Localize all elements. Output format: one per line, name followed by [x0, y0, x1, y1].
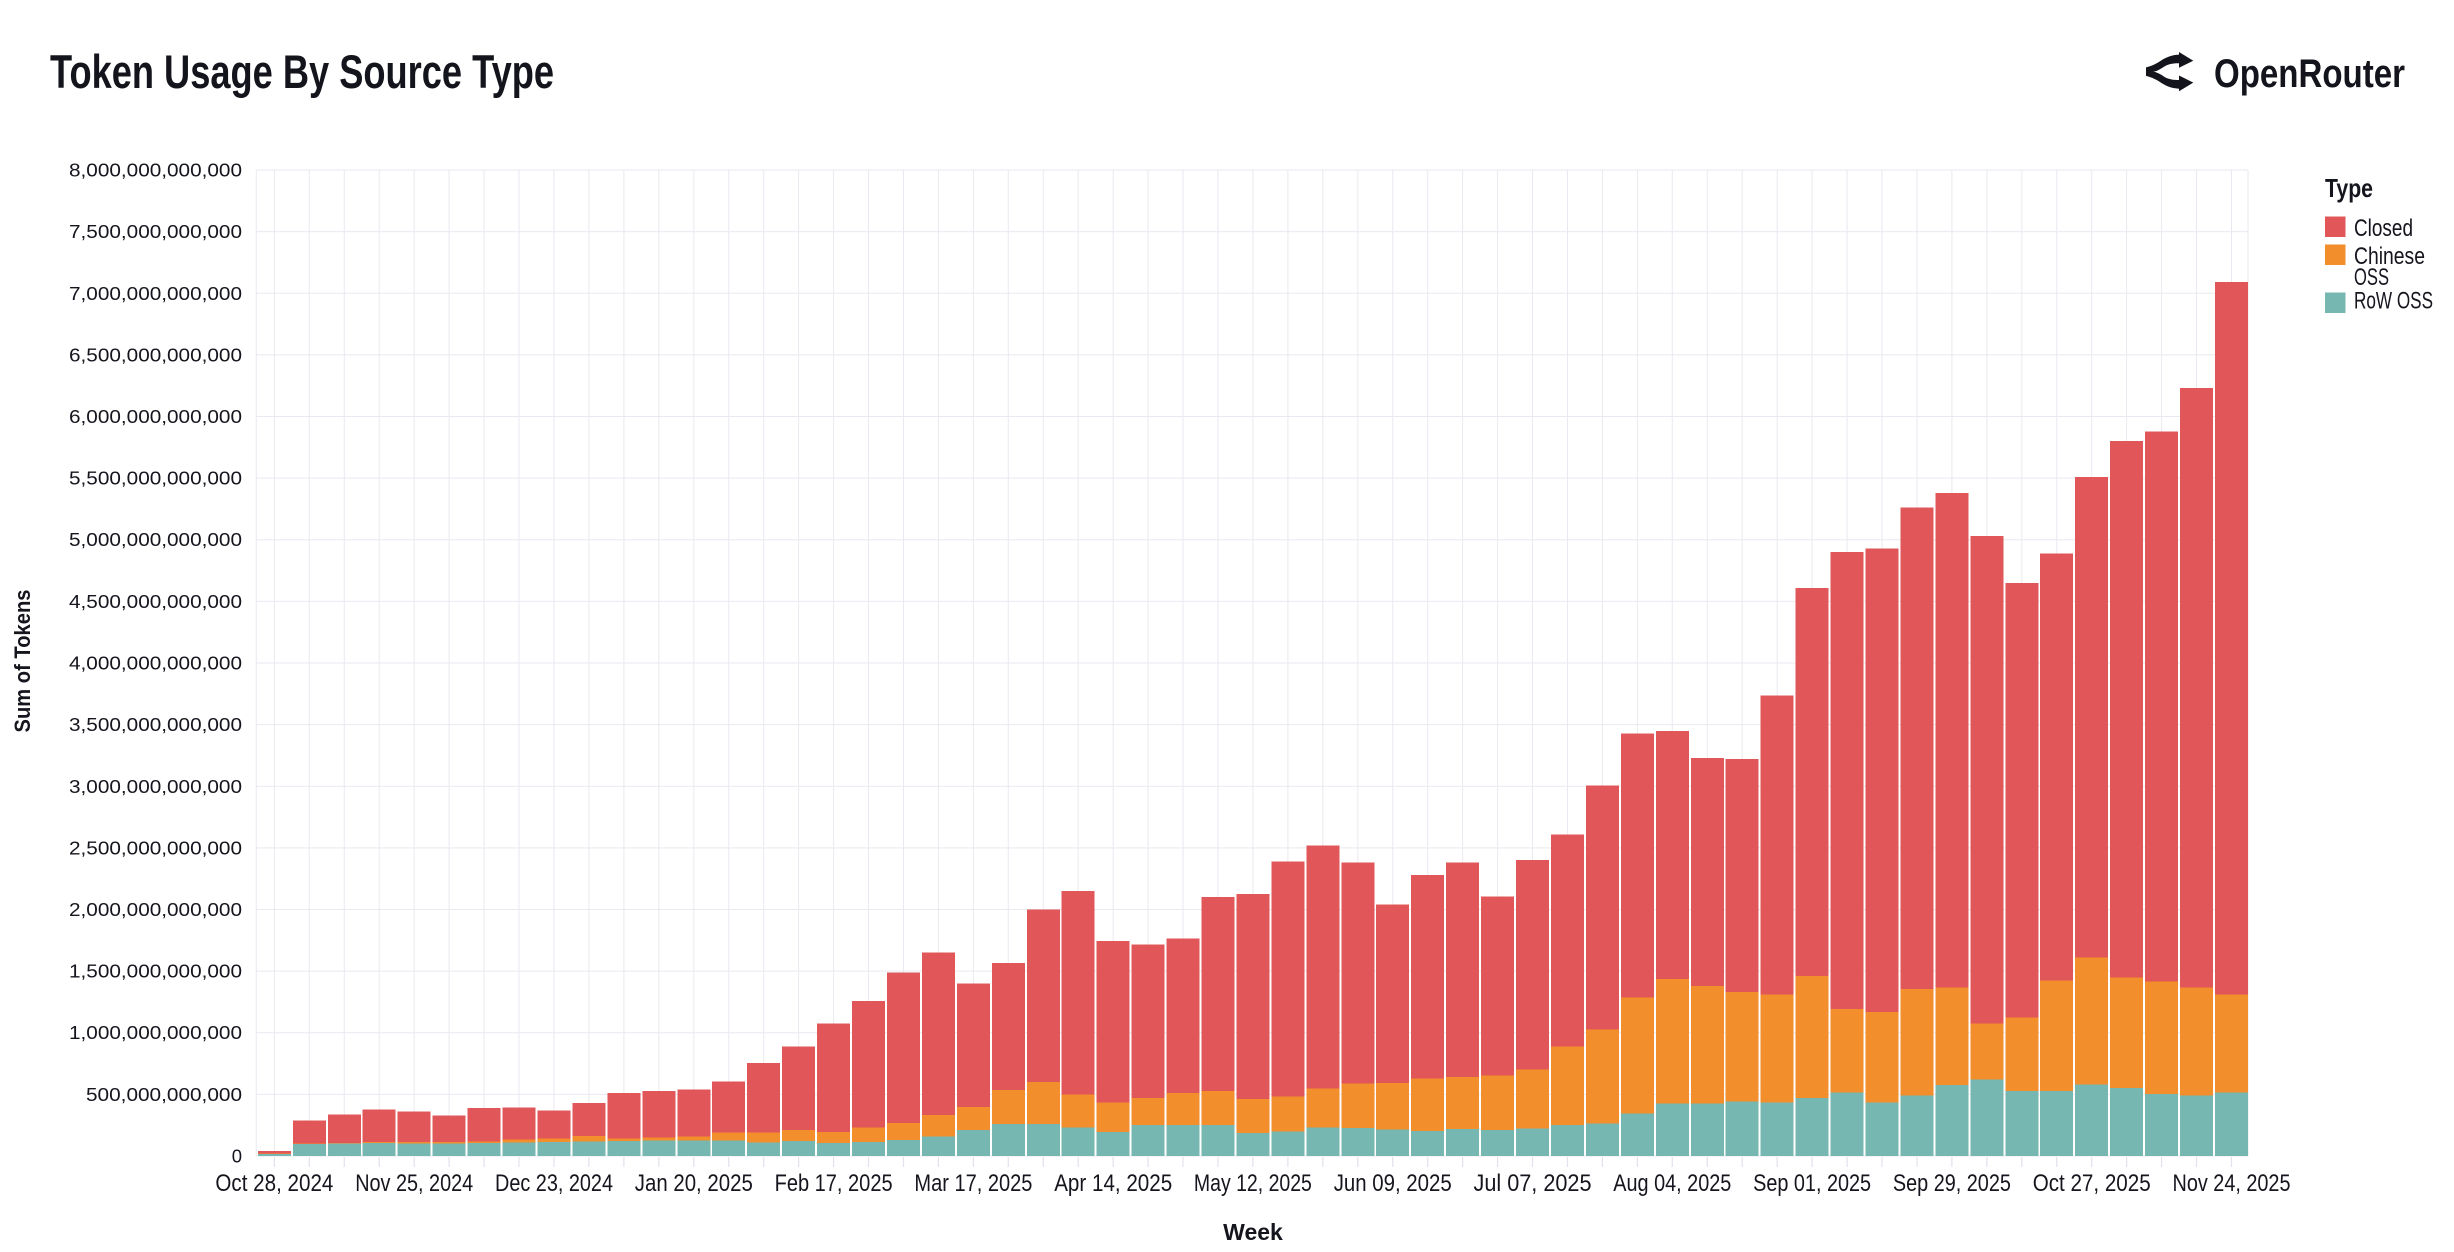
svg-text:Closed: Closed — [2354, 215, 2413, 242]
svg-text:Apr 14, 2025: Apr 14, 2025 — [1054, 1170, 1172, 1197]
svg-text:Sum of Tokens: Sum of Tokens — [10, 590, 35, 733]
svg-text:2,000,000,000,000: 2,000,000,000,000 — [69, 899, 242, 920]
svg-text:2,500,000,000,000: 2,500,000,000,000 — [69, 837, 242, 858]
svg-text:5,000,000,000,000: 5,000,000,000,000 — [69, 529, 242, 550]
svg-text:Sep 01, 2025: Sep 01, 2025 — [1753, 1170, 1871, 1197]
svg-text:OSS: OSS — [2354, 264, 2389, 291]
svg-text:3,000,000,000,000: 3,000,000,000,000 — [69, 776, 242, 797]
svg-text:Jul 07, 2025: Jul 07, 2025 — [1474, 1170, 1592, 1197]
svg-text:6,000,000,000,000: 6,000,000,000,000 — [69, 406, 242, 427]
svg-text:RoW OSS: RoW OSS — [2354, 288, 2433, 315]
svg-text:Mar 17, 2025: Mar 17, 2025 — [914, 1170, 1032, 1197]
svg-text:4,000,000,000,000: 4,000,000,000,000 — [69, 653, 242, 674]
svg-text:500,000,000,000: 500,000,000,000 — [86, 1084, 242, 1105]
svg-text:Oct 28, 2024: Oct 28, 2024 — [215, 1170, 333, 1197]
svg-text:Type: Type — [2325, 173, 2373, 203]
svg-text:OpenRouter: OpenRouter — [2214, 52, 2405, 96]
svg-text:Chinese: Chinese — [2354, 243, 2425, 270]
svg-text:1,500,000,000,000: 1,500,000,000,000 — [69, 961, 242, 982]
svg-text:Nov 25, 2024: Nov 25, 2024 — [355, 1170, 473, 1197]
svg-text:7,000,000,000,000: 7,000,000,000,000 — [69, 283, 242, 304]
svg-text:0: 0 — [232, 1146, 242, 1167]
svg-text:Aug 04, 2025: Aug 04, 2025 — [1613, 1170, 1731, 1197]
svg-text:Nov 24, 2025: Nov 24, 2025 — [2173, 1170, 2291, 1197]
svg-text:Token Usage By Source Type: Token Usage By Source Type — [50, 45, 554, 98]
svg-text:Sep 29, 2025: Sep 29, 2025 — [1893, 1170, 2011, 1197]
svg-text:Oct 27, 2025: Oct 27, 2025 — [2033, 1170, 2151, 1197]
svg-text:8,000,000,000,000: 8,000,000,000,000 — [69, 160, 242, 181]
svg-text:May 12, 2025: May 12, 2025 — [1194, 1170, 1312, 1197]
svg-text:Feb 17, 2025: Feb 17, 2025 — [775, 1170, 893, 1197]
svg-text:5,500,000,000,000: 5,500,000,000,000 — [69, 468, 242, 489]
svg-text:Jun 09, 2025: Jun 09, 2025 — [1334, 1170, 1452, 1197]
svg-text:3,500,000,000,000: 3,500,000,000,000 — [69, 714, 242, 735]
svg-text:1,000,000,000,000: 1,000,000,000,000 — [69, 1022, 242, 1043]
svg-text:Dec 23, 2024: Dec 23, 2024 — [495, 1170, 613, 1197]
svg-text:Jan 20, 2025: Jan 20, 2025 — [635, 1170, 753, 1197]
svg-text:6,500,000,000,000: 6,500,000,000,000 — [69, 344, 242, 365]
svg-text:7,500,000,000,000: 7,500,000,000,000 — [69, 221, 242, 242]
svg-text:Week: Week — [1223, 1219, 1283, 1245]
svg-text:4,500,000,000,000: 4,500,000,000,000 — [69, 591, 242, 612]
